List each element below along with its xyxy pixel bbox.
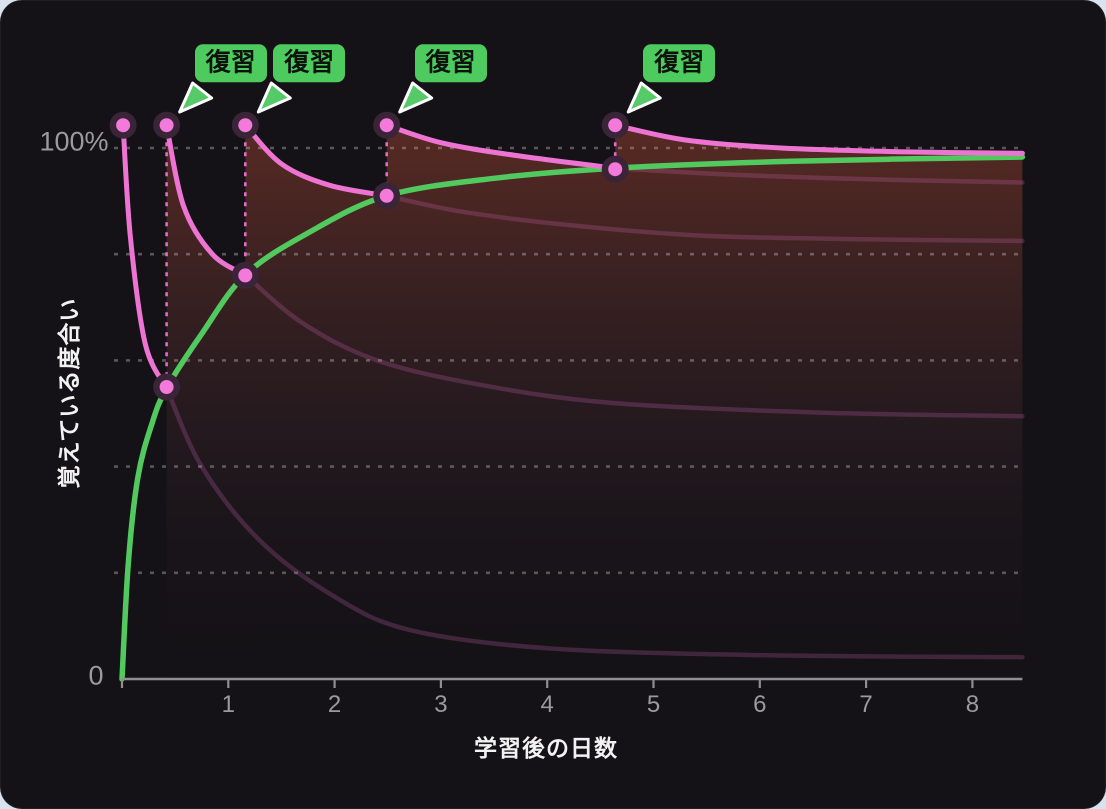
review-arrow-icon bbox=[256, 81, 292, 114]
no-review-projection-curve bbox=[612, 165, 1025, 185]
review-arrow-icon bbox=[626, 81, 662, 114]
forgetting-curve-segment bbox=[384, 122, 618, 171]
x-tick-label: 7 bbox=[859, 691, 873, 718]
no-review-projection-curve bbox=[384, 193, 1025, 244]
review-point-dot bbox=[608, 162, 623, 177]
review-point-dot bbox=[608, 118, 623, 133]
x-tick-label: 2 bbox=[327, 691, 342, 718]
x-tick-label: 1 bbox=[221, 691, 235, 718]
review-point-dot bbox=[238, 118, 253, 133]
y-axis-zero-label: 0 bbox=[88, 660, 104, 691]
review-point-dot bbox=[238, 268, 253, 283]
review-point-dot bbox=[379, 118, 394, 133]
forgetting-curve-segment bbox=[612, 122, 1025, 156]
x-tick-label: 5 bbox=[646, 691, 661, 718]
forgetting-curve-segment bbox=[242, 122, 390, 199]
x-tick-label: 3 bbox=[434, 691, 448, 718]
x-tick-label: 8 bbox=[965, 691, 980, 718]
review-badge: 復習 bbox=[194, 44, 267, 82]
x-tick-label: 4 bbox=[540, 691, 554, 718]
no-review-projection-curve bbox=[164, 385, 1025, 660]
forgetting-area-fill bbox=[166, 125, 1023, 679]
review-badge: 復習 bbox=[273, 44, 346, 82]
review-point-dot bbox=[379, 188, 394, 203]
forgetting-curve-segment bbox=[120, 122, 170, 391]
retention-curve bbox=[119, 154, 1026, 682]
x-tick-label: 6 bbox=[753, 691, 767, 718]
review-badge: 復習 bbox=[643, 44, 716, 82]
review-point-dot bbox=[116, 118, 131, 133]
review-arrow-icon bbox=[178, 81, 214, 114]
y-axis-title: 覚えている度合い bbox=[56, 297, 82, 489]
forgetting-curve-segment bbox=[164, 122, 248, 278]
x-axis-title: 学習後の日数 bbox=[474, 735, 618, 761]
review-badge: 復習 bbox=[414, 44, 487, 82]
no-review-projection-curve bbox=[243, 272, 1025, 419]
review-point-dot bbox=[159, 380, 174, 394]
review-point-dot bbox=[159, 118, 174, 133]
review-arrow-icon bbox=[398, 81, 434, 114]
y-axis-max-label: 100% bbox=[39, 126, 109, 157]
